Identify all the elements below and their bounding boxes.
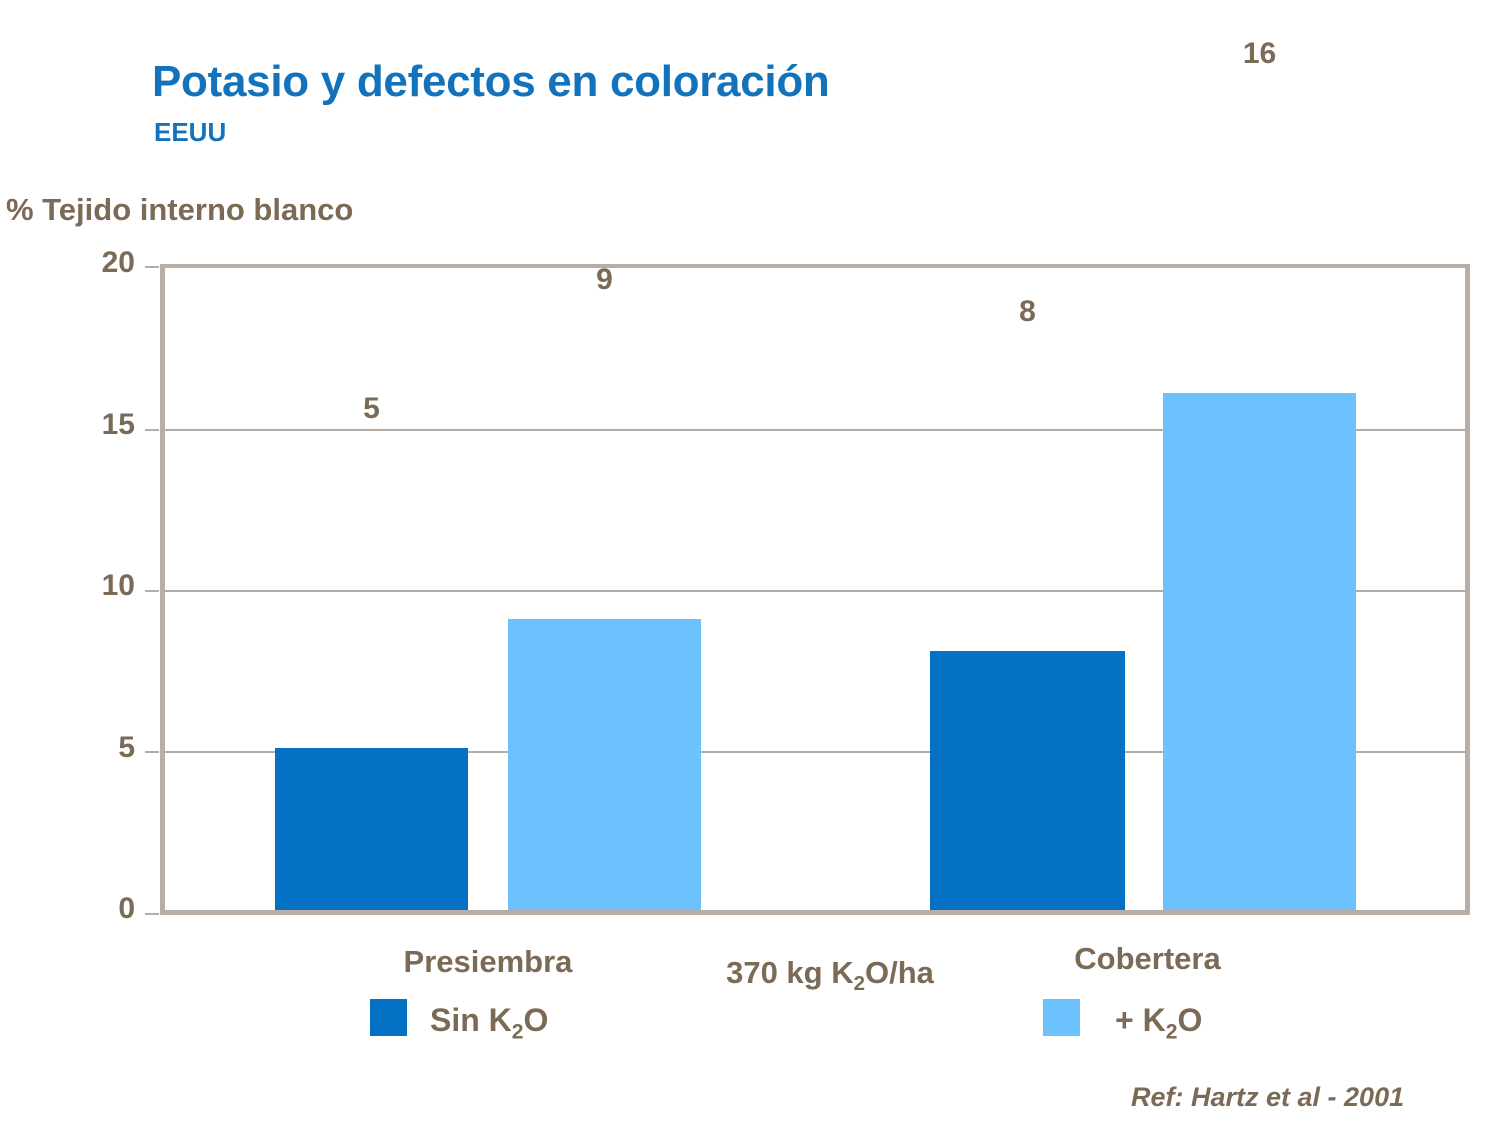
- bar-value-cobertera-mas-k2o: 16: [1242, 37, 1277, 70]
- chart-subtitle: EEUU: [154, 117, 227, 147]
- ytick-label-5: 5: [118, 731, 135, 764]
- ytick-mark-10: [145, 590, 159, 592]
- plot-area: 20 15 10 5 0 5 9 8 16: [102, 37, 1470, 925]
- legend-swatch-mas-k2o[interactable]: [1043, 999, 1080, 1036]
- page-title: Potasio y defectos en coloración: [152, 57, 830, 106]
- y-axis-title: % Tejido interno blanco: [6, 192, 354, 227]
- gridline-5: [165, 751, 1465, 753]
- bar-value-cobertera-sin-k2o: 8: [1019, 295, 1036, 328]
- ytick-label-0: 0: [118, 892, 135, 925]
- ytick-label-10: 10: [101, 569, 135, 602]
- bar-value-presiembra-sin-k2o: 5: [363, 392, 380, 425]
- bar-presiembra-sin-k2o[interactable]: [275, 748, 468, 910]
- x-axis-title: 370 kg K2O/ha: [726, 955, 934, 996]
- ytick-label-15: 15: [101, 408, 135, 441]
- legend-label-sin-k2o: Sin K2O: [430, 1002, 549, 1044]
- reference-note: Ref: Hartz et al - 2001: [1131, 1082, 1405, 1112]
- legend-label-mas-k2o: + K2O: [1115, 1002, 1203, 1044]
- ytick-mark-5: [145, 751, 159, 753]
- bar-cobertera-sin-k2o[interactable]: [930, 651, 1125, 910]
- ytick-mark-15: [145, 429, 159, 431]
- bar-presiembra-mas-k2o[interactable]: [508, 619, 701, 910]
- ytick-mark-0: [145, 913, 159, 915]
- category-label-presiembra: Presiembra: [403, 944, 573, 979]
- category-label-cobertera: Cobertera: [1074, 941, 1221, 976]
- bar-value-presiembra-mas-k2o: 9: [596, 263, 613, 296]
- gridline-10: [165, 590, 1465, 592]
- legend-swatch-sin-k2o[interactable]: [370, 999, 407, 1036]
- ytick-label-20: 20: [101, 246, 135, 279]
- ytick-mark-20: [145, 266, 159, 268]
- gridline-15: [165, 429, 1465, 431]
- bar-cobertera-mas-k2o[interactable]: [1163, 393, 1356, 910]
